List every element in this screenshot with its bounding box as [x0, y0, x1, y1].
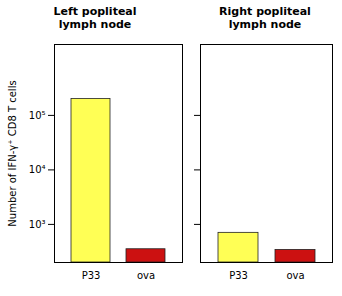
- svg-text:10³: 10³: [29, 219, 46, 230]
- html-text:Right popliteal lymph node: Right popliteal lymph node: [219, 4, 311, 31]
- svg-text:10⁵: 10⁵: [29, 110, 46, 121]
- svg-text:P33: P33: [82, 270, 101, 281]
- svg-text:10⁴: 10⁴: [29, 164, 46, 175]
- svg-text:ova: ova: [137, 270, 155, 281]
- svg-text:P33: P33: [229, 270, 248, 281]
- html-text:Left popliteal lymph node: Left popliteal lymph node: [53, 4, 137, 31]
- svg-text:ova: ova: [286, 270, 304, 281]
- svg-text:Number of IFN-γ⁺ CD8 T cells: Number of IFN-γ⁺ CD8 T cells: [7, 80, 18, 226]
